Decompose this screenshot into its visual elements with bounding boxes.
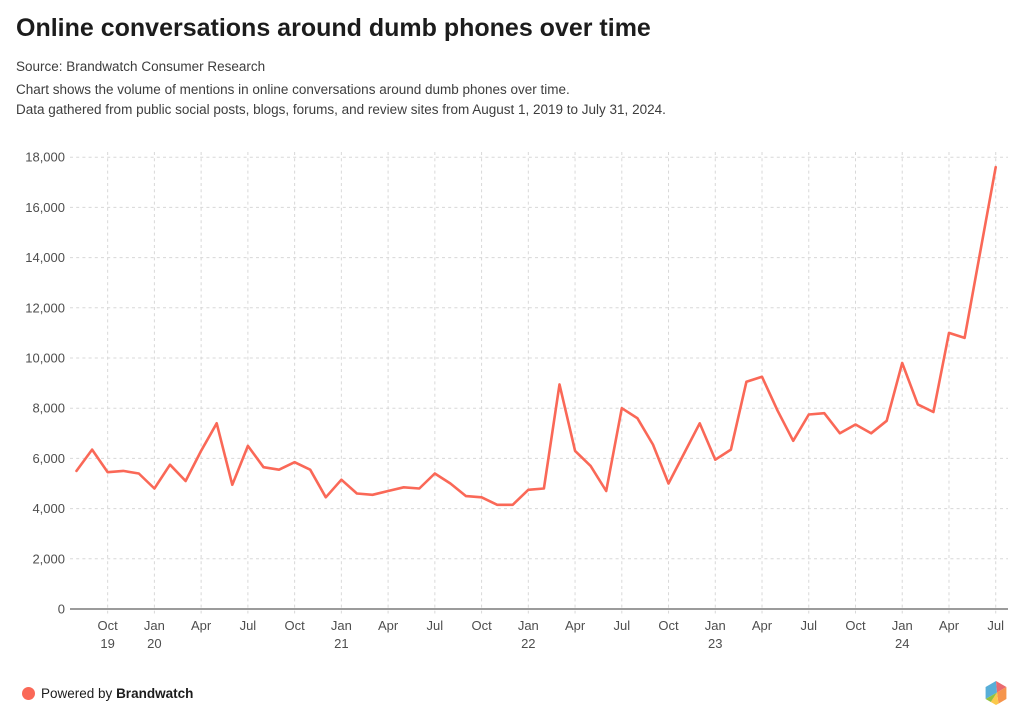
y-axis-label: 4,000	[32, 501, 65, 516]
y-axis-label: 10,000	[25, 351, 65, 366]
x-axis-year-label: 20	[147, 636, 161, 651]
description-line-1: Chart shows the volume of mentions in on…	[16, 82, 570, 97]
x-axis-label: Oct	[658, 618, 679, 633]
page-title: Online conversations around dumb phones …	[16, 14, 651, 42]
y-axis-label: 0	[58, 602, 65, 617]
y-axis-label: 6,000	[32, 451, 65, 466]
x-axis-year-label: 24	[895, 636, 909, 651]
x-axis-year-label: 19	[100, 636, 114, 651]
x-axis-label: Jan	[892, 618, 913, 633]
x-axis-year-label: 23	[708, 636, 722, 651]
x-axis-label: Jan	[144, 618, 165, 633]
powered-by-label: Powered by	[41, 686, 113, 701]
x-axis-label: Jan	[331, 618, 352, 633]
source-text: Source: Brandwatch Consumer Research	[16, 59, 266, 74]
x-axis-label: Jan	[518, 618, 539, 633]
y-axis-label: 16,000	[25, 200, 65, 215]
y-axis-label: 14,000	[25, 250, 65, 265]
logo-facet-yellow	[990, 692, 999, 705]
brand-name: Brandwatch	[116, 686, 194, 701]
x-axis-label: Jan	[705, 618, 726, 633]
x-axis-label: Oct	[471, 618, 492, 633]
x-axis-label: Apr	[378, 618, 399, 633]
description-line-2: Data gathered from public social posts, …	[16, 102, 666, 117]
logo-facet-blue	[985, 681, 997, 699]
y-axis-label: 2,000	[32, 551, 65, 566]
x-axis-label: Apr	[752, 618, 773, 633]
logo-facet-orange	[997, 687, 1007, 704]
brandwatch-dot-icon	[22, 687, 35, 700]
x-axis-label: Jul	[427, 618, 444, 633]
y-axis-label: 8,000	[32, 401, 65, 416]
x-axis-label: Apr	[565, 618, 586, 633]
logo-facet-red	[996, 681, 1007, 693]
x-axis-label: Oct	[285, 618, 306, 633]
x-axis-label: Jul	[613, 618, 630, 633]
x-axis-year-label: 21	[334, 636, 348, 651]
x-axis-label: Oct	[845, 618, 866, 633]
y-axis-label: 12,000	[25, 300, 65, 315]
x-axis-year-label: 22	[521, 636, 535, 651]
x-axis-label: Apr	[939, 618, 960, 633]
y-axis-label: 18,000	[25, 150, 65, 165]
x-axis-label: Jul	[987, 618, 1004, 633]
logo-facet-green	[985, 692, 997, 702]
x-axis-label: Jul	[240, 618, 257, 633]
brandwatch-logo-icon	[985, 681, 1007, 705]
mentions-trend-line	[75, 165, 998, 507]
powered-by-text: Powered by Brandwatch	[41, 686, 193, 701]
x-axis-label: Jul	[800, 618, 817, 633]
x-axis-label: Apr	[191, 618, 212, 633]
x-axis-label: Oct	[98, 618, 119, 633]
